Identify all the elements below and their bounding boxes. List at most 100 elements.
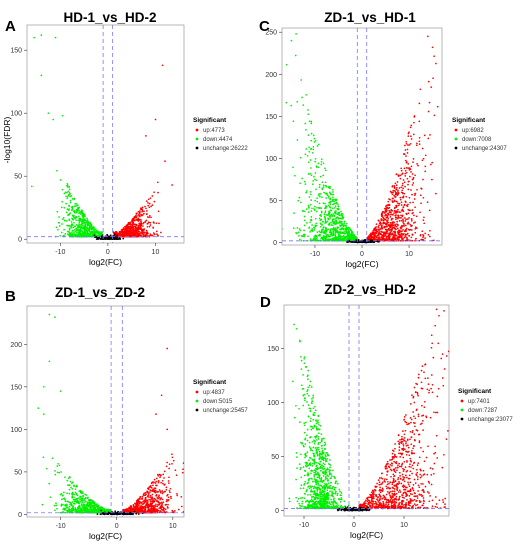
point-up <box>394 231 397 234</box>
point-up <box>435 192 437 195</box>
point-up <box>132 229 135 231</box>
point-down <box>56 471 59 474</box>
point-up <box>155 493 158 496</box>
point-down <box>342 216 345 219</box>
point-down <box>337 236 339 239</box>
point-up <box>140 509 142 512</box>
point-up <box>418 140 421 143</box>
point-up <box>382 219 385 222</box>
point-down <box>332 232 335 235</box>
point-down <box>60 471 62 473</box>
point-up <box>154 498 157 501</box>
point-up <box>378 229 380 232</box>
point-up <box>426 201 429 203</box>
point-down <box>314 172 317 174</box>
point-down <box>314 139 317 142</box>
point-up <box>147 221 150 224</box>
point-up <box>384 215 386 217</box>
point-down <box>299 229 302 232</box>
point-up <box>395 206 398 209</box>
point-up <box>161 508 163 511</box>
point-down <box>64 498 66 501</box>
point-up <box>380 226 383 228</box>
point-down <box>310 199 313 201</box>
point-up <box>406 152 409 154</box>
point-up <box>169 487 172 490</box>
y-axis-label: -log10(FDR) <box>2 116 12 163</box>
point-down <box>312 180 315 182</box>
point-up <box>158 489 161 491</box>
point-up <box>393 212 395 214</box>
point-up <box>407 167 410 169</box>
point-up <box>128 229 131 232</box>
point-up <box>146 223 149 225</box>
y-tick-label: 200 <box>265 72 277 79</box>
point-down <box>76 229 79 232</box>
point-up <box>127 222 130 224</box>
point-down <box>327 239 330 242</box>
point-up <box>161 498 164 501</box>
point-down <box>310 167 312 169</box>
point-up-outlier <box>145 135 147 137</box>
point-up <box>405 161 408 164</box>
point-up <box>384 228 387 231</box>
point-up <box>155 477 158 480</box>
point-down <box>352 235 355 238</box>
point-down <box>332 213 335 215</box>
point-up <box>146 225 149 228</box>
point-up <box>390 219 393 221</box>
point-down <box>349 234 352 237</box>
point-up <box>160 231 162 234</box>
point-down <box>296 139 299 141</box>
point-down <box>329 198 331 201</box>
point-down <box>309 231 311 233</box>
point-down <box>79 218 82 221</box>
point-down <box>315 165 318 168</box>
point-down <box>77 209 80 212</box>
point-down <box>95 511 97 514</box>
point-up <box>134 507 137 510</box>
point-up <box>409 142 412 145</box>
point-up <box>406 222 409 225</box>
point-down <box>314 160 317 163</box>
point-up-outlier <box>166 347 169 350</box>
point-up <box>182 468 184 471</box>
point-down <box>328 231 331 234</box>
point-up <box>148 202 151 205</box>
point-down <box>77 497 80 499</box>
point-down <box>311 224 313 226</box>
point-up <box>115 231 118 233</box>
point-up <box>143 494 145 497</box>
point-down <box>321 181 324 184</box>
point-up <box>391 193 394 196</box>
point-down <box>329 217 331 220</box>
point-up <box>180 505 183 508</box>
point-down <box>72 226 75 229</box>
point-unchange <box>122 237 125 240</box>
point-down-outlier <box>54 316 56 318</box>
point-down <box>77 507 79 510</box>
point-up <box>149 224 152 226</box>
point-up <box>125 509 127 511</box>
point-down <box>322 236 325 239</box>
point-down <box>68 218 71 221</box>
point-up <box>390 213 393 216</box>
point-up <box>413 116 416 118</box>
point-down <box>60 498 63 501</box>
point-down <box>303 210 306 213</box>
point-up <box>384 209 387 211</box>
point-up <box>390 210 392 212</box>
point-down <box>81 219 84 222</box>
point-up <box>161 492 164 495</box>
point-up <box>166 493 169 496</box>
point-up <box>410 220 413 222</box>
point-down <box>335 229 338 231</box>
point-down <box>322 202 325 204</box>
point-down-outlier <box>33 36 35 39</box>
point-up <box>400 209 403 212</box>
point-up <box>388 236 391 239</box>
point-down <box>309 159 312 161</box>
point-up <box>407 221 410 224</box>
point-unchange <box>352 241 355 243</box>
point-down <box>346 227 349 230</box>
